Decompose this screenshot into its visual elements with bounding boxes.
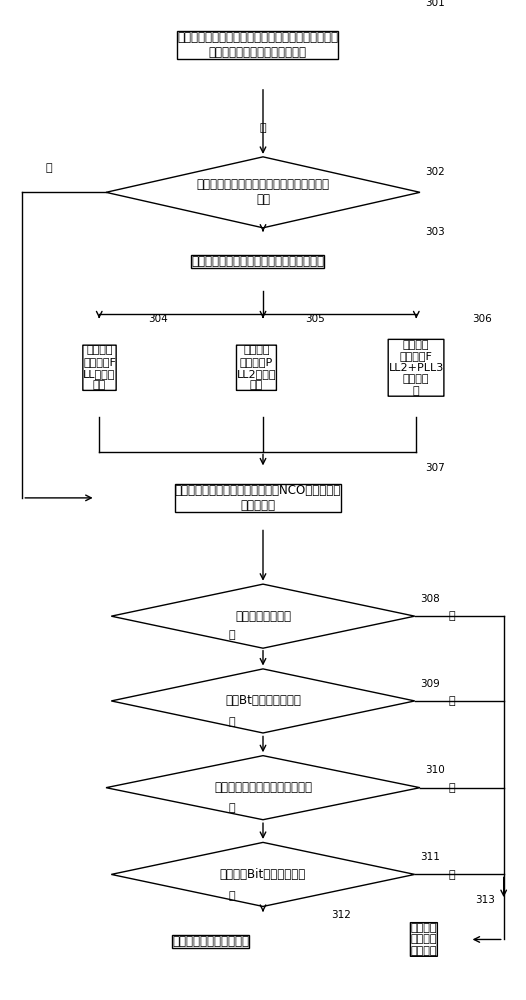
- Text: 否: 否: [448, 783, 454, 793]
- Text: 输入至鉴
相器，和F
LL2+PLL3
环路滤波
器: 输入至鉴 相器，和F LL2+PLL3 环路滤波 器: [388, 340, 443, 396]
- Text: 判断载波环路状态: 判断载波环路状态: [235, 610, 291, 623]
- Polygon shape: [106, 756, 420, 820]
- Text: 是: 是: [228, 891, 235, 901]
- Text: 否: 否: [448, 696, 454, 706]
- Text: 判断Bt帧同步是否有效: 判断Bt帧同步是否有效: [225, 694, 301, 707]
- Text: 是: 是: [228, 630, 235, 640]
- Text: 是: 是: [228, 717, 235, 727]
- Text: 312: 312: [331, 910, 351, 920]
- Text: 307: 307: [425, 463, 445, 473]
- Polygon shape: [106, 157, 420, 228]
- Text: 308: 308: [420, 594, 440, 604]
- Text: 311: 311: [420, 852, 440, 862]
- Text: 输入至鉴
相器，和P
LL2环路滤
波器: 输入至鉴 相器，和P LL2环路滤 波器: [237, 345, 276, 390]
- Text: 输出的载波相位观测数据: 输出的载波相位观测数据: [172, 935, 249, 948]
- Text: 302: 302: [425, 167, 445, 177]
- Text: 输入至载波环路的数字控制振荡器NCO，输出载波
相位累加值: 输入至载波环路的数字控制振荡器NCO，输出载波 相位累加值: [175, 484, 341, 512]
- Polygon shape: [112, 842, 414, 906]
- Text: 判断载波Bit是否需要反转: 判断载波Bit是否需要反转: [220, 868, 306, 881]
- Text: 313: 313: [475, 895, 495, 905]
- Text: 确定载波
相位观测
数据无效: 确定载波 相位观测 数据无效: [411, 923, 437, 956]
- Text: 否: 否: [448, 611, 454, 621]
- Text: 判断环路跟踪精度是否满足要求: 判断环路跟踪精度是否满足要求: [214, 781, 312, 794]
- Text: 309: 309: [420, 679, 440, 689]
- Text: 306: 306: [472, 314, 492, 324]
- Text: 301: 301: [425, 0, 445, 8]
- Polygon shape: [112, 584, 414, 648]
- Text: 304: 304: [148, 314, 168, 324]
- Polygon shape: [112, 669, 414, 733]
- Text: 判断当前载波环路的锁定指示是否高于跟踪
门限: 判断当前载波环路的锁定指示是否高于跟踪 门限: [197, 178, 329, 206]
- Text: 根据当前环路滤波的需要，确定滤波器类型: 根据当前环路滤波的需要，确定滤波器类型: [191, 255, 324, 268]
- Text: 305: 305: [305, 314, 325, 324]
- Text: 303: 303: [425, 227, 445, 237]
- Text: 否: 否: [45, 163, 52, 173]
- Text: 是: 是: [228, 803, 235, 813]
- Text: 310: 310: [425, 765, 445, 775]
- Text: 否: 否: [448, 870, 454, 880]
- Text: 接收导航卫星的直发信号，并将接收到的直发信号作
为接收机中载波环路的输入信号: 接收导航卫星的直发信号，并将接收到的直发信号作 为接收机中载波环路的输入信号: [177, 31, 338, 59]
- Text: 是: 是: [260, 123, 266, 133]
- Text: 输入至鉴
频器，和F
LL环路滤
波器: 输入至鉴 频器，和F LL环路滤 波器: [83, 345, 116, 390]
